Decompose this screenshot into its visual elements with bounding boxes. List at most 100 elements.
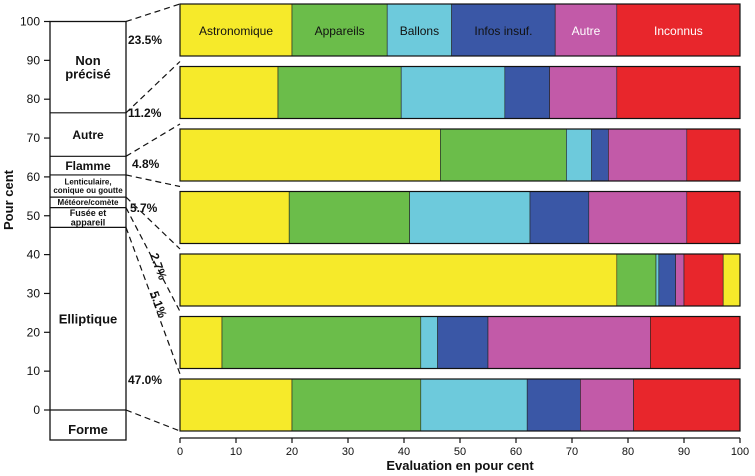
- bar-lenticulaire-conique-ou-goutte: [179, 190, 741, 245]
- bar-segment-fusee-et-appareil-infos-insuf: [437, 316, 489, 369]
- connector-line-3: [125, 174, 181, 188]
- x-tick-label-100: 100: [731, 446, 749, 458]
- x-tick-label-50: 50: [454, 446, 466, 458]
- bar-segment-lenticulaire-conique-ou-goutte-appareils: [288, 191, 410, 244]
- percent-labels: 23.5% 11.2% 4.8% 5.7% 2.7% 5.1% 47.0%: [128, 33, 170, 387]
- x-axis: 0 10 20 30 40 50 60 70 80 90 100: [177, 437, 749, 458]
- series-label-autre: Autre: [572, 24, 601, 38]
- x-tick-label-40: 40: [398, 446, 410, 458]
- percent-label-fusee-et-appareil: 5.1%: [147, 289, 170, 320]
- y-tick-label-10: 10: [27, 364, 41, 378]
- connector-line-1: [125, 61, 181, 114]
- shape-label-lenticulaire-conique-ou-goutte: Lenticulaire, conique ou goutte: [53, 178, 123, 195]
- y-tick-label-70: 70: [27, 131, 41, 145]
- series-label-appareils: Appareils: [315, 24, 365, 38]
- bar-outline-autre: [179, 65, 741, 120]
- bar-segment-elliptique-infos-insuf: [526, 378, 581, 432]
- bar-segment-meteore-comete-astronomique: [722, 253, 741, 307]
- column-title: Forme: [68, 422, 108, 437]
- series-label-ballons: Ballons: [400, 24, 439, 38]
- bar-segment-fusee-et-appareil-ballons: [420, 316, 438, 369]
- bar-segment-autre-ballons: [400, 66, 506, 119]
- bar-autre: [179, 65, 741, 120]
- bar-segment-lenticulaire-conique-ou-goutte-autre: [588, 191, 688, 244]
- bar-segment-non-precise-infos-insuf: [451, 3, 556, 57]
- bar-segment-lenticulaire-conique-ou-goutte-inconnus: [686, 191, 741, 244]
- y-tick-label-60: 60: [27, 170, 41, 184]
- y-tick-label-0: 0: [33, 403, 40, 417]
- bar-outline-flamme: [179, 128, 741, 182]
- bar-segment-lenticulaire-conique-ou-goutte-infos-insuf: [529, 191, 590, 244]
- bar-segment-non-precise-astronomique: [179, 3, 293, 57]
- connector-lines: [125, 3, 181, 432]
- shape-label-elliptique: Elliptique: [59, 311, 118, 326]
- bar-segment-meteore-comete-autre: [675, 253, 685, 307]
- shape-column: Elliptique Fusée et appareilMétéore/comète…: [1, 15, 127, 441]
- bar-outline-lenticulaire-conique-ou-goutte: [179, 190, 741, 245]
- bar-segment-autre-astronomique: [179, 66, 279, 119]
- bar-segment-fusee-et-appareil-inconnus: [650, 316, 741, 369]
- bar-segment-meteore-comete-infos-insuf: [658, 253, 676, 307]
- bar-non-precise: [179, 3, 741, 57]
- series-label-infos-insuf: Infos insuf.: [474, 24, 532, 38]
- bar-flamme: [179, 128, 741, 182]
- bar-segment-elliptique-ballons: [420, 378, 528, 432]
- percent-label-lenticulaire-conique-ou-goutte: 5.7%: [130, 201, 158, 215]
- bar-segment-elliptique-autre: [580, 378, 634, 432]
- x-axis-label: Evaluation en pour cent: [386, 458, 534, 473]
- connector-line-6: [125, 227, 181, 375]
- bar-fusee-et-appareil: [179, 315, 741, 370]
- bar-segment-autre-appareils: [277, 66, 402, 119]
- x-tick-label-20: 20: [286, 446, 298, 458]
- y-tick-label-30: 30: [27, 286, 41, 300]
- series-label-inconnus: Inconnus: [654, 24, 703, 38]
- x-tick-label-10: 10: [230, 446, 242, 458]
- y-tick-label-100: 100: [20, 15, 40, 29]
- y-tick-label-20: 20: [27, 325, 41, 339]
- shape-label-meteore-comete: Météore/comète: [58, 198, 119, 207]
- x-tick-label-60: 60: [510, 446, 522, 458]
- connector-line-4: [125, 196, 181, 250]
- series-label-astronomique: Astronomique: [199, 24, 273, 38]
- y-tick-label-50: 50: [27, 209, 41, 223]
- connector-line-7: [125, 409, 181, 432]
- connector-line-0: [125, 3, 181, 23]
- shape-label-autre: Autre: [72, 128, 104, 142]
- connector-line-2: [125, 123, 181, 157]
- bar-segment-meteore-comete-ballons: [655, 253, 660, 307]
- bar-segment-meteore-comete-appareils: [616, 253, 657, 307]
- bar-segment-meteore-comete-inconnus: [683, 253, 724, 307]
- bar-outline-elliptique: [179, 378, 741, 432]
- x-tick-label-0: 0: [177, 446, 183, 458]
- shape-column-box: [49, 20, 127, 441]
- bar-segment-fusee-et-appareil-autre: [487, 316, 651, 369]
- bar-outline-fusee-et-appareil: [179, 315, 741, 370]
- stacked-bars: [179, 3, 741, 432]
- bar-segment-non-precise-appareils: [291, 3, 388, 57]
- x-tick-label-80: 80: [622, 446, 634, 458]
- percent-label-meteore-comete: 2.7%: [147, 251, 170, 282]
- x-tick-label-70: 70: [566, 446, 578, 458]
- bar-segment-elliptique-inconnus: [633, 378, 741, 432]
- bar-segment-flamme-astronomique: [179, 128, 441, 182]
- bar-segment-flamme-autre: [608, 128, 688, 182]
- bar-segment-flamme-inconnus: [686, 128, 741, 182]
- bar-segment-autre-autre: [549, 66, 618, 119]
- bar-segment-autre-inconnus: [616, 66, 741, 119]
- percent-label-non-precise: 23.5%: [128, 33, 162, 47]
- shape-label-flamme: Flamme: [65, 159, 111, 173]
- y-tick-label-80: 80: [27, 92, 41, 106]
- bar-segment-lenticulaire-conique-ou-goutte-ballons: [409, 191, 531, 244]
- legend: Astronomique Appareils Ballons Infos insuf.…: [199, 24, 703, 38]
- bar-segment-elliptique-appareils: [291, 378, 422, 432]
- bar-segment-fusee-et-appareil-astronomique: [179, 316, 223, 369]
- bar-segment-elliptique-astronomique: [179, 378, 293, 432]
- x-tick-label-90: 90: [678, 446, 690, 458]
- bar-outline-meteore-comete: [179, 253, 741, 307]
- shape-label-fusee-et-appareil: Fusée et appareil: [70, 208, 107, 227]
- bar-meteore-comete: [179, 253, 741, 307]
- percent-label-flamme: 4.8%: [132, 157, 160, 171]
- bar-segment-flamme-appareils: [440, 128, 567, 182]
- bar-segment-fusee-et-appareil-appareils: [221, 316, 422, 369]
